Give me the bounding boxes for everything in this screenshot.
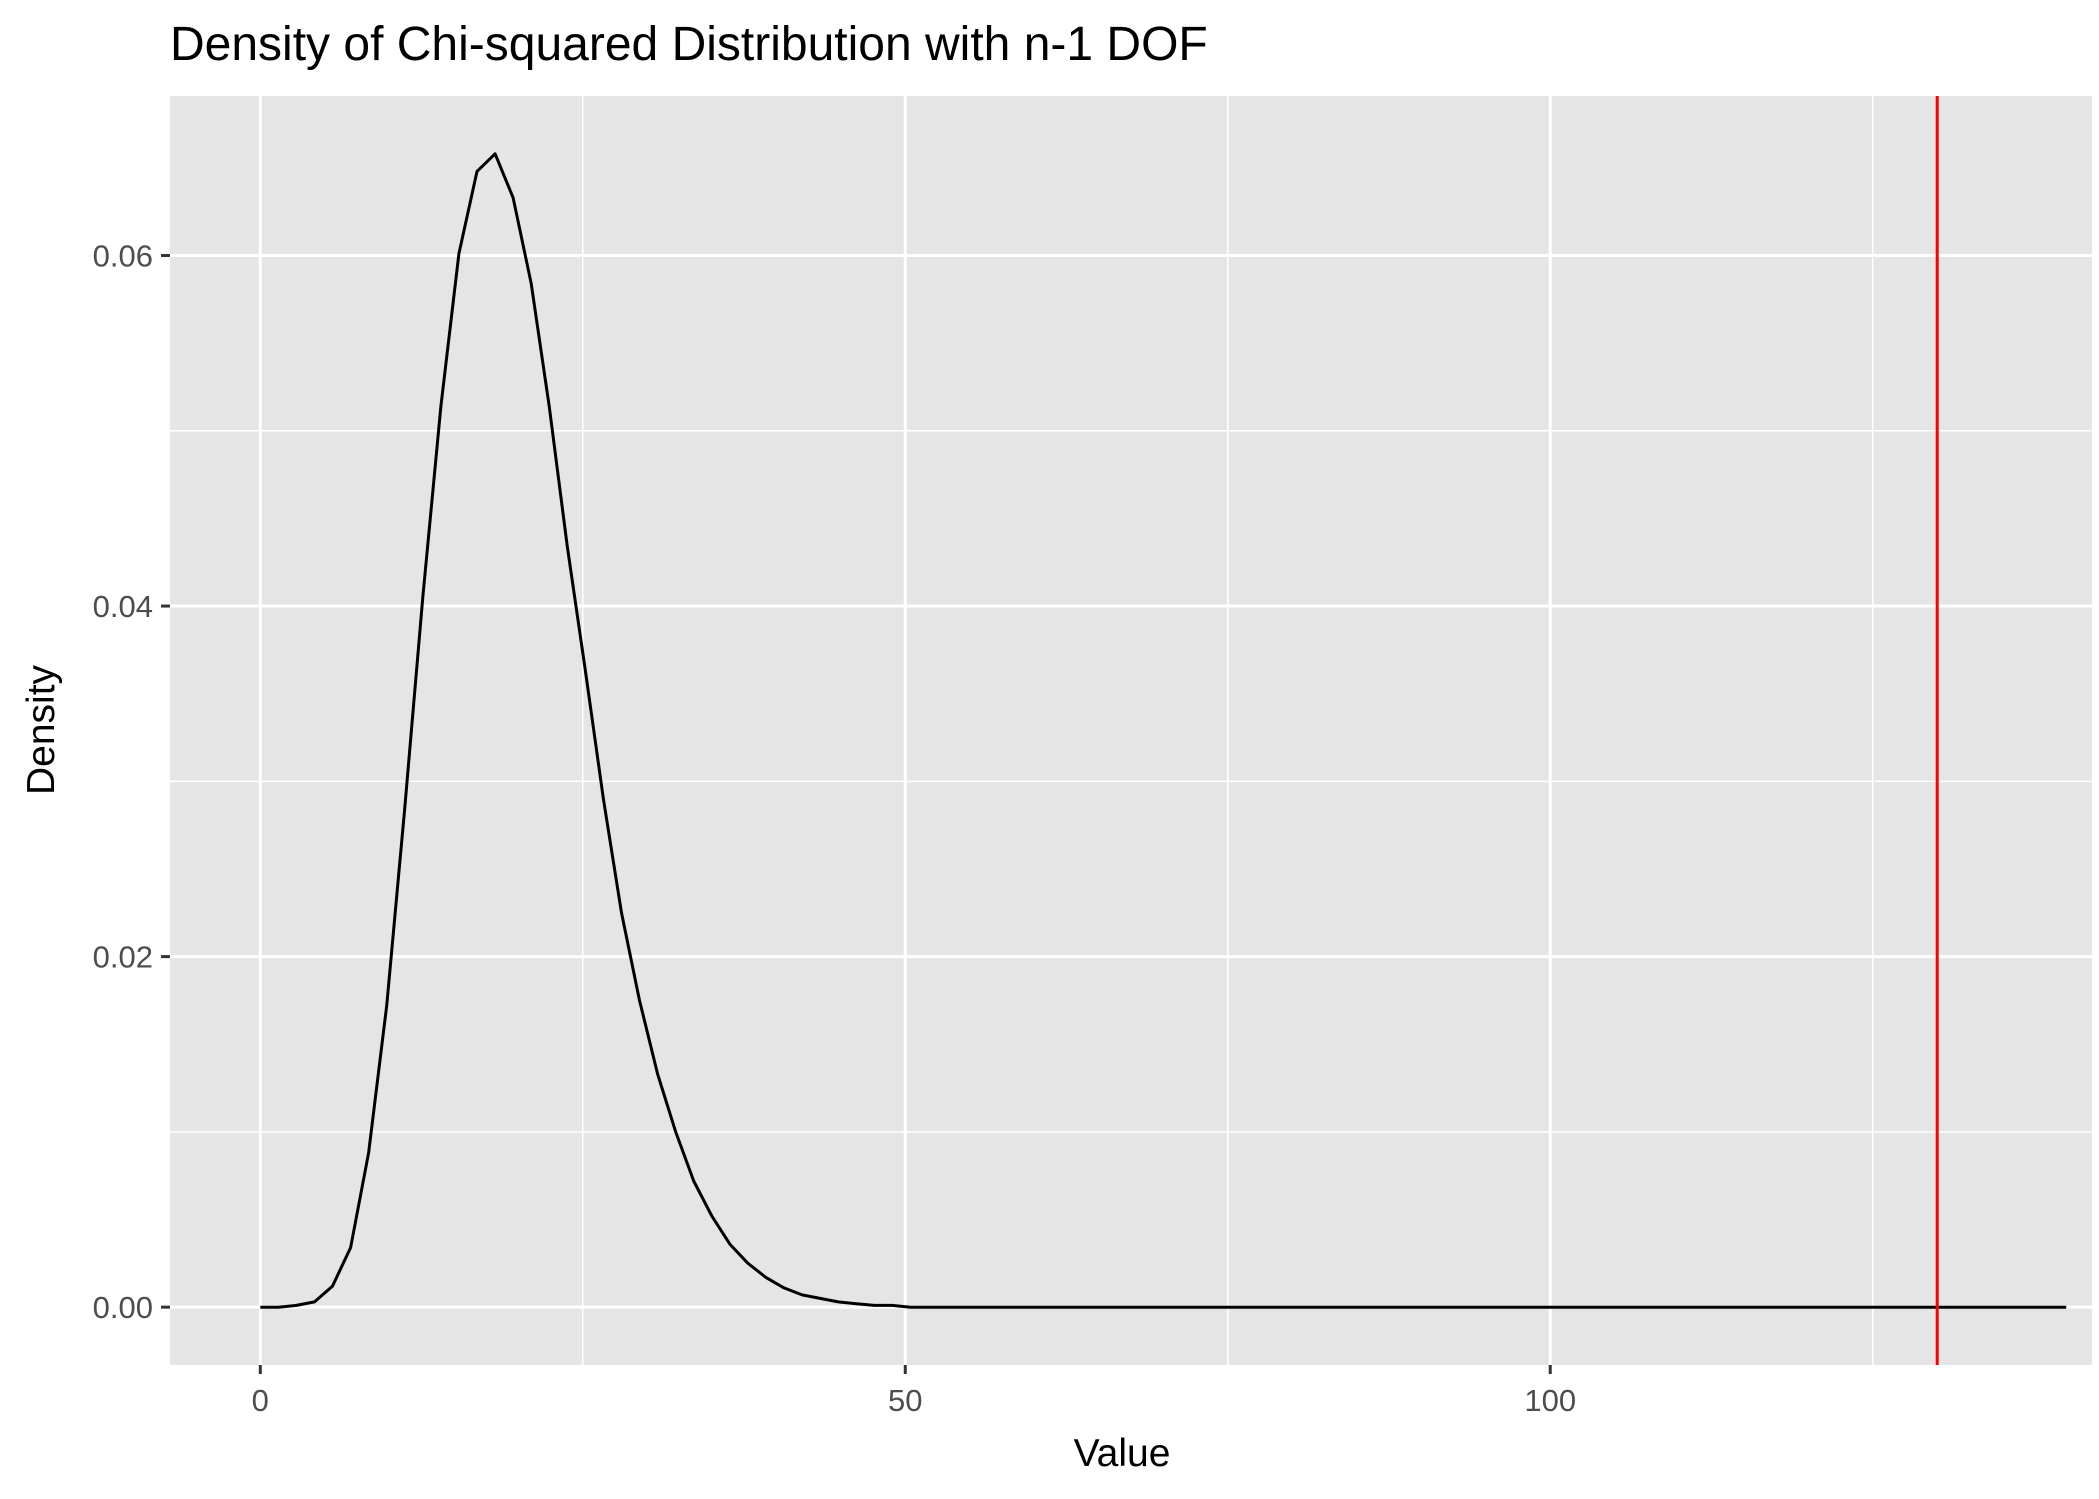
y-tick-label: 0.00 <box>93 1290 153 1325</box>
series-layer <box>260 152 2067 1309</box>
x-tick-label: 50 <box>888 1383 922 1418</box>
y-axis-title: Density <box>20 664 63 795</box>
plot-panel <box>170 96 2092 1365</box>
axis-ticks <box>161 254 1552 1374</box>
y-tick-label: 0.06 <box>93 239 153 274</box>
y-tick-label: 0.04 <box>93 589 153 624</box>
x-axis-title: Value <box>1074 1432 1171 1475</box>
y-tick-label: 0.02 <box>93 940 153 975</box>
tick-labels: 0 50 100 0.00 0.02 0.04 0.06 <box>93 239 1576 1418</box>
x-tick-label: 0 <box>252 1383 269 1418</box>
density-curve-line <box>260 152 2067 1309</box>
x-tick-label: 100 <box>1524 1383 1576 1418</box>
chart-title: Density of Chi-squared Distribution with… <box>170 18 1208 71</box>
minor-gridlines <box>170 96 2092 1365</box>
